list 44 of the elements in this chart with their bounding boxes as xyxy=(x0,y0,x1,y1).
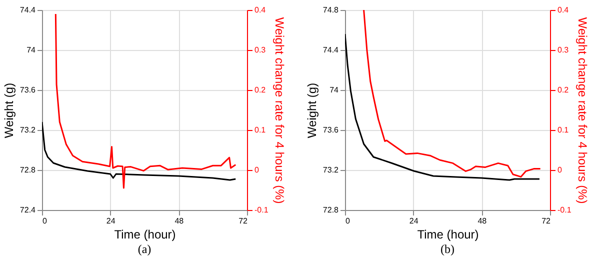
y2-tick-label: 0.3 xyxy=(558,46,570,54)
x-tick-label: 72 xyxy=(238,216,248,226)
y2-tick-label: -0.1 xyxy=(254,206,269,214)
y2-tick-label: 0.3 xyxy=(254,46,266,54)
y-tick-label: 72.8 xyxy=(322,206,340,214)
y2-tick-label: 0.4 xyxy=(558,6,570,14)
y2-tick-label: -0.1 xyxy=(558,206,572,214)
x-tick-label: 24 xyxy=(106,216,116,226)
x-tick-label: 0 xyxy=(346,216,350,226)
y-axis-title: Weight (g) xyxy=(2,82,16,138)
y2-tick-label: 0.4 xyxy=(254,6,266,14)
x-tick-label: 24 xyxy=(409,216,419,226)
y2-tick-label: 0.1 xyxy=(254,126,266,134)
y-tick-label: 72.8 xyxy=(20,166,36,174)
y-tick-label: 74.8 xyxy=(322,6,340,14)
y-tick-label: 74 xyxy=(330,86,340,94)
x-tick-label: 0 xyxy=(42,216,48,226)
y2-tick-label: 0 xyxy=(558,166,562,174)
y2-tick-label: 0.1 xyxy=(558,126,570,134)
x-tick-label: 48 xyxy=(174,216,184,226)
y-tick-label: 73.2 xyxy=(20,126,36,134)
line-series xyxy=(42,121,236,181)
y-tick-label: 73.2 xyxy=(322,166,340,174)
y-tick-label: 74.4 xyxy=(322,46,340,54)
y2-tick-label: 0.2 xyxy=(254,86,266,94)
y2-tick-label: 0 xyxy=(254,166,260,174)
x-tick-label: 48 xyxy=(478,216,488,226)
text: (a) xyxy=(138,242,152,256)
y-tick-label: 72.4 xyxy=(20,206,36,214)
y2-axis-title: Weight change rate for 4 hours (%) xyxy=(272,17,286,204)
line-series xyxy=(345,33,540,181)
y2-tick-label: 0.2 xyxy=(558,86,570,94)
text: (b) xyxy=(440,242,454,256)
line-series xyxy=(363,10,542,178)
y-tick-label: 74 xyxy=(26,46,36,54)
y2-axis-title: Weight change rate for 4 hours (%) xyxy=(575,17,590,204)
x-axis-title: Time (hour) xyxy=(114,228,176,242)
y-tick-label: 73.6 xyxy=(322,126,340,134)
y-axis-title: Weight (g) xyxy=(304,82,319,138)
y-tick-label: 73.6 xyxy=(20,86,36,94)
x-axis-title: Time (hour) xyxy=(417,228,479,242)
x-tick-label: 72 xyxy=(542,216,552,226)
y-tick-label: 74.4 xyxy=(20,6,36,14)
line-series xyxy=(54,13,236,189)
